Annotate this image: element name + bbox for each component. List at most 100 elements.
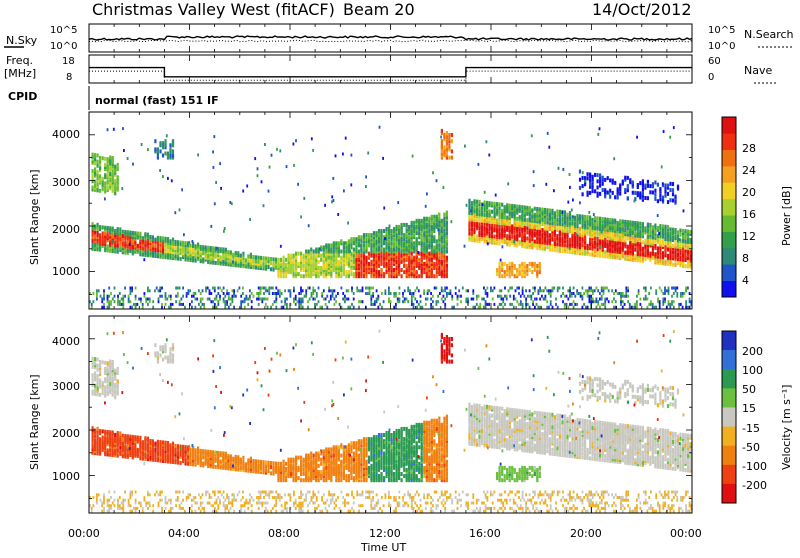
power-clutter-cell	[596, 306, 598, 309]
power-cell	[411, 221, 413, 225]
power-cell	[373, 268, 375, 272]
power-cell	[441, 243, 443, 247]
power-cell	[169, 143, 171, 147]
power-clutter-cell	[370, 295, 372, 298]
power-clutter-cell	[428, 289, 430, 292]
power-clutter-cell	[483, 306, 485, 309]
power-cell	[524, 218, 526, 222]
power-cell	[559, 218, 561, 222]
power-clutter-cell	[546, 306, 548, 309]
power-cell	[343, 254, 345, 258]
power-clutter-cell	[689, 300, 691, 303]
power-clutter-cell	[135, 306, 137, 309]
power-clutter-cell	[676, 287, 678, 290]
power-clutter-cell	[272, 303, 274, 306]
power-colorbar-segment	[722, 232, 736, 249]
power-cell	[114, 179, 116, 183]
power-cell	[446, 211, 448, 215]
velocity-cell	[159, 440, 161, 444]
power-scatter-cell	[569, 186, 571, 189]
power-cell	[114, 185, 116, 189]
power-clutter-cell	[420, 300, 422, 303]
power-clutter-cell	[237, 289, 239, 292]
power-cell	[94, 225, 96, 229]
power-clutter-cell	[671, 303, 673, 306]
power-clutter-cell	[349, 306, 351, 309]
power-cell	[504, 205, 506, 209]
power-clutter-cell	[221, 289, 223, 292]
power-cell	[99, 189, 101, 193]
power-clutter-cell	[107, 295, 109, 298]
power-cell	[308, 272, 310, 276]
power-clutter-cell	[557, 306, 559, 309]
power-cell	[386, 227, 388, 231]
power-scatter-cell	[669, 136, 671, 139]
power-cell	[559, 210, 561, 214]
power-cell	[549, 233, 551, 237]
power-clutter-cell	[490, 287, 492, 290]
power-clutter-cell	[300, 303, 302, 306]
power-clutter-cell	[108, 300, 110, 303]
power-cell	[486, 228, 488, 232]
power-clutter-cell	[402, 292, 404, 295]
power-scatter-cell	[143, 258, 145, 261]
power-clutter-cell	[377, 295, 379, 298]
velocity-cell	[127, 453, 129, 457]
velocity-cell	[129, 435, 131, 439]
power-cell	[293, 272, 295, 276]
power-clutter-cell	[307, 306, 309, 309]
power-clutter-cell	[460, 295, 462, 298]
power-clutter-cell	[522, 306, 524, 309]
power-scatter-cell	[254, 157, 256, 160]
power-cell	[672, 263, 674, 267]
power-cell	[169, 239, 171, 243]
power-clutter-cell	[381, 306, 383, 309]
power-cell	[677, 235, 679, 239]
power-cell	[448, 143, 450, 147]
power-cell	[187, 248, 189, 252]
power-cell	[129, 231, 131, 235]
power-cell	[355, 254, 357, 258]
power-clutter-cell	[298, 303, 300, 306]
power-scatter-cell	[384, 237, 386, 240]
power-cell	[375, 239, 377, 243]
power-clutter-cell	[135, 303, 137, 306]
power-cell	[305, 250, 307, 254]
power-clutter-cell	[589, 289, 591, 292]
power-clutter-cell	[108, 303, 110, 306]
power-cell	[614, 219, 616, 223]
power-cell	[604, 238, 606, 242]
power-clutter-cell	[643, 287, 645, 290]
power-clutter-cell	[110, 300, 112, 303]
power-cell	[308, 250, 310, 254]
power-cell	[97, 174, 99, 178]
power-clutter-cell	[170, 295, 172, 298]
power-clutter-cell	[629, 303, 631, 306]
power-scatter-cell	[601, 230, 603, 233]
power-clutter-cell	[622, 300, 624, 303]
power-clutter-cell	[281, 300, 283, 303]
power-cell	[393, 227, 395, 231]
power-cell	[594, 173, 596, 177]
power-cell	[657, 199, 659, 203]
power-scatter-cell	[397, 201, 399, 204]
power-cell	[207, 254, 209, 258]
power-cell	[582, 192, 584, 196]
power-cell	[592, 218, 594, 222]
power-clutter-cell	[478, 295, 480, 298]
power-cell	[330, 248, 332, 252]
power-cell	[94, 153, 96, 157]
power-clutter-cell	[634, 306, 636, 309]
power-clutter-cell	[530, 298, 532, 301]
power-clutter-cell	[356, 289, 358, 292]
power-cell	[348, 239, 350, 243]
power-cell	[315, 248, 317, 252]
power-clutter-cell	[418, 303, 420, 306]
velocity-cell	[104, 450, 106, 454]
power-clutter-cell	[564, 306, 566, 309]
power-clutter-cell	[420, 295, 422, 298]
power-cell	[602, 217, 604, 221]
power-clutter-cell	[603, 289, 605, 292]
power-scatter-cell	[579, 218, 581, 221]
power-cell	[107, 232, 109, 236]
